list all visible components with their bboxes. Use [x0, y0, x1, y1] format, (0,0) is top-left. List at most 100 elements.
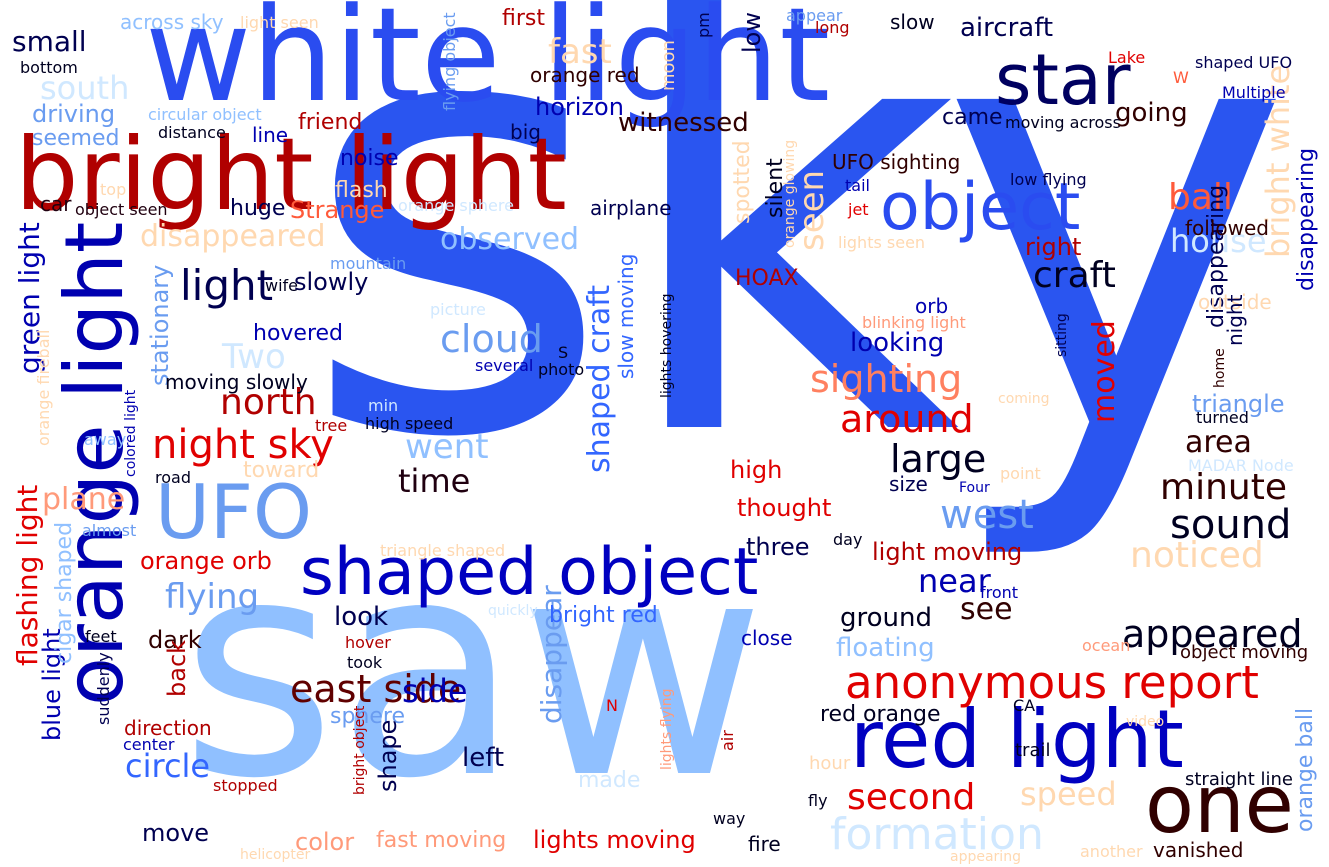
cloud-word-fast-moving: fast moving	[376, 828, 507, 853]
cloud-word-airplane: airplane	[590, 196, 672, 220]
cloud-word-low: low	[738, 12, 766, 53]
cloud-word-anonymous-report: anonymous report	[845, 656, 1259, 709]
cloud-word-appear: appear	[786, 6, 843, 25]
cloud-word-object-seen: object seen	[75, 200, 168, 219]
cloud-word-toward: toward	[243, 458, 320, 483]
cloud-word-strange: Strange	[290, 196, 385, 224]
cloud-word-coming: coming	[998, 391, 1050, 407]
cloud-word-center: center	[123, 735, 175, 754]
cloud-word-flying: flying	[165, 577, 260, 617]
cloud-word-right: right	[1025, 233, 1082, 261]
cloud-word-sitting: sitting	[1054, 313, 1070, 357]
cloud-word-appearing: appearing	[950, 849, 1021, 865]
cloud-word-helicopter: helicopter	[240, 847, 311, 863]
cloud-word-stationary: stationary	[146, 264, 174, 386]
cloud-word-high-speed: high speed	[365, 414, 454, 433]
cloud-word-several: several	[475, 356, 534, 375]
cloud-word-left: left	[462, 743, 505, 773]
cloud-word-shaped-craft: shaped craft	[582, 284, 617, 473]
cloud-word-house: house	[1170, 222, 1267, 260]
cloud-word-mountain: mountain	[330, 254, 407, 273]
cloud-word-across-sky: across sky	[120, 10, 224, 34]
cloud-word-red-light: red light	[850, 693, 1184, 786]
cloud-word-orange-glowing: orange glowing	[782, 139, 798, 248]
cloud-word-south: south	[40, 69, 130, 107]
cloud-word-flash: flash	[335, 178, 388, 203]
cloud-word-back: back	[163, 639, 191, 697]
cloud-word-seen: seen	[792, 169, 832, 251]
cloud-word-followed: followed	[1185, 216, 1269, 240]
cloud-word-bottom: bottom	[20, 58, 78, 77]
cloud-word-moving-across: moving across	[1005, 113, 1121, 132]
cloud-word-aircraft: aircraft	[960, 13, 1054, 43]
cloud-word-time: time	[398, 462, 471, 500]
cloud-word-fire: fire	[748, 832, 781, 856]
cloud-word-min: min	[368, 396, 399, 415]
cloud-word-lights-hovering: lights hovering	[659, 293, 675, 398]
cloud-word-slow-moving: slow moving	[614, 253, 638, 379]
cloud-word-witnessed: witnessed	[618, 108, 749, 138]
cloud-word-ufo-sighting: UFO sighting	[832, 150, 961, 174]
cloud-word-hover: hover	[345, 633, 391, 652]
cloud-word-orange-orb: orange orb	[140, 547, 272, 575]
cloud-word-moved: moved	[1087, 320, 1122, 423]
cloud-word-almost: almost	[82, 521, 137, 540]
cloud-word-slow: slow	[890, 10, 935, 34]
cloud-word-east-side: east side	[290, 667, 462, 711]
cloud-word-triangle: triangle	[1192, 390, 1285, 418]
cloud-word-blinking-light: blinking light	[862, 313, 966, 332]
cloud-word-small: small	[12, 25, 87, 58]
cloud-word-fast: fast	[548, 32, 612, 72]
cloud-word-light: light	[180, 261, 274, 310]
cloud-word-hour: hour	[809, 753, 851, 774]
cloud-word-another: another	[1080, 842, 1143, 861]
cloud-word-w: W	[1173, 68, 1189, 87]
cloud-word-orb: orb	[915, 294, 949, 318]
cloud-word-point: point	[1000, 464, 1041, 483]
cloud-word-large: large	[890, 437, 987, 481]
cloud-word-orange-fireball: orange fireball	[34, 329, 53, 446]
cloud-word-quickly: quickly	[488, 603, 538, 619]
cloud-word-seemed: seemed	[32, 126, 120, 151]
cloud-word-straight-line: straight line	[1185, 769, 1293, 790]
cloud-word-night-sky: night sky	[152, 422, 334, 468]
cloud-word-hovered: hovered	[253, 321, 344, 346]
cloud-word-noticed: noticed	[1130, 535, 1264, 576]
cloud-word-line: line	[252, 123, 289, 147]
cloud-word-tree: tree	[315, 416, 348, 435]
cloud-word-circle: circle	[125, 747, 211, 785]
cloud-word-two: Two	[222, 337, 286, 377]
cloud-word-near: near	[918, 562, 991, 600]
cloud-word-circular-object: circular object	[148, 105, 262, 124]
cloud-word-ball: ball	[1168, 177, 1233, 218]
cloud-word-dark: dark	[148, 626, 202, 654]
cloud-word-sound: sound	[1170, 502, 1292, 548]
cloud-word-multiple: Multiple	[1222, 83, 1286, 102]
cloud-word-n: N	[606, 696, 618, 715]
cloud-word-distance: distance	[158, 123, 226, 142]
cloud-word-looking: looking	[850, 328, 945, 358]
cloud-word-moving-slowly: moving slowly	[165, 370, 308, 394]
cloud-word-speed: speed	[1020, 775, 1117, 813]
cloud-word-close: close	[741, 626, 793, 650]
cloud-word-air: air	[718, 730, 737, 751]
cloud-word-photo: photo	[538, 360, 585, 379]
cloud-word-ocean: ocean	[1082, 636, 1131, 655]
cloud-word-red-orange: red orange	[820, 702, 941, 727]
cloud-word-madar-node: MADAR Node	[1188, 456, 1294, 475]
cloud-word-slowly: slowly	[294, 268, 369, 296]
cloud-word-object-moving: object moving	[1180, 642, 1309, 663]
cloud-word-object: object	[880, 170, 1081, 245]
cloud-word-direction: direction	[124, 716, 212, 740]
cloud-word-jet: jet	[848, 200, 869, 219]
cloud-word-day: day	[833, 530, 863, 549]
cloud-word-shaped-object: shaped object	[300, 535, 759, 610]
cloud-word-trail: trail	[1015, 740, 1051, 761]
cloud-word-made: made	[578, 768, 641, 793]
cloud-word-thought: thought	[737, 494, 832, 522]
cloud-word-away: away	[84, 430, 127, 449]
cloud-word-one: one	[1145, 758, 1294, 851]
cloud-word-driving: driving	[32, 100, 116, 128]
cloud-word-low-flying: low flying	[1010, 170, 1087, 189]
